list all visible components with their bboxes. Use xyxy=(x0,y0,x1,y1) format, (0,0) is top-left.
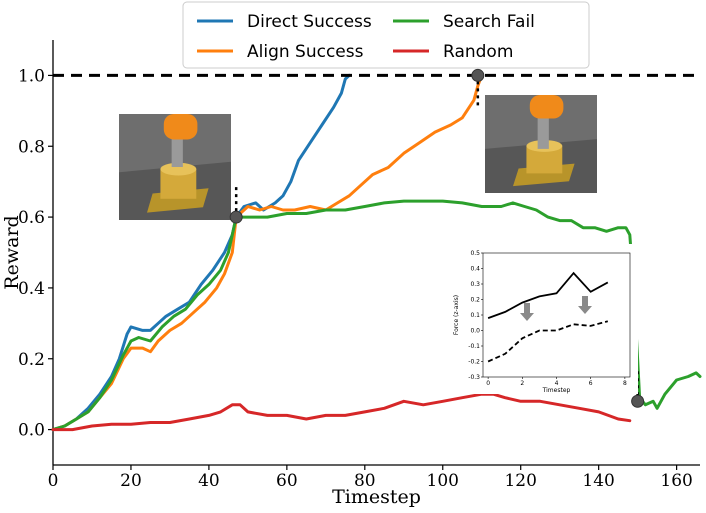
x-tick-label: 140 xyxy=(582,471,614,491)
axes: 0 20 40 60 80 100 120 140 1600.00.20.40.60.81.0T… xyxy=(1,40,700,508)
legend-label-search-fail: Search Fail xyxy=(443,12,535,32)
inset-x-tick-label: 6 xyxy=(589,380,593,387)
x-tick-label: 0 xyxy=(48,471,59,491)
inset-y-tick-label: 0.5 xyxy=(470,250,480,257)
y-tick-label: 1.0 xyxy=(18,66,45,86)
snapshot-aligned xyxy=(485,95,597,193)
inset-y-tick-label: 0.0 xyxy=(470,328,480,335)
inset-arrow-left xyxy=(520,303,534,321)
x-tick-label: 160 xyxy=(660,471,692,491)
inset-arrow-right xyxy=(578,296,592,314)
inset-x-tick-label: 8 xyxy=(623,380,627,387)
inset-y-tick-label: 0.3 xyxy=(470,281,480,288)
annotations xyxy=(53,68,700,408)
x-tick-label: 20 xyxy=(120,471,142,491)
inset-y-tick-label: 0.1 xyxy=(470,312,480,319)
x-axis-title: Timestep xyxy=(332,486,421,508)
inset-y-title: Force (z-axis) xyxy=(453,295,460,335)
inset-x-title: Timestep xyxy=(542,387,571,394)
event-marker xyxy=(471,68,485,82)
legend: Direct Success Align Success Search Fail Ra… xyxy=(182,1,590,69)
x-tick-label: 60 xyxy=(276,471,298,491)
x-tick-label: 80 xyxy=(354,471,376,491)
y-tick-label: 0.4 xyxy=(18,279,45,299)
snapshot-gripper xyxy=(529,95,564,119)
y-axis-title: Reward xyxy=(1,215,23,289)
inset-background xyxy=(448,244,638,394)
inset-y-tick-label: 0.2 xyxy=(470,297,480,304)
x-tick-label: 40 xyxy=(198,471,220,491)
force-inset: -0.3 -0.2 -0.1 0.0 0.1 0.2 0.3 0.4 0.5 0 2 4 6 8 Times… xyxy=(448,244,638,394)
legend-box xyxy=(182,1,590,69)
inset-y-tick-label: 0.4 xyxy=(470,266,480,273)
robot-snapshots xyxy=(119,95,597,220)
x-tick-label: 120 xyxy=(504,471,536,491)
snapshot-peg xyxy=(171,133,183,167)
snapshot-contact xyxy=(119,114,231,220)
series-line-align-success xyxy=(51,73,484,432)
event-marker xyxy=(631,394,645,408)
y-tick-label: 0.6 xyxy=(18,208,45,228)
legend-label-align-success: Align Success xyxy=(247,42,364,62)
series-line-random xyxy=(51,392,632,432)
legend-label-direct-success: Direct Success xyxy=(247,12,372,32)
y-tick-label: 0.0 xyxy=(18,421,45,441)
inset-x-tick-label: 4 xyxy=(555,380,559,387)
legend-label-random: Random xyxy=(443,42,513,62)
inset-x-tick-label: 0 xyxy=(486,380,490,387)
y-tick-label: 0.8 xyxy=(18,137,45,157)
inset-line-solid xyxy=(487,271,609,319)
x-tick-label: 100 xyxy=(427,471,459,491)
series-line-direct-success xyxy=(51,73,351,432)
inset-y-tick-label: -0.2 xyxy=(468,359,480,366)
event-marker xyxy=(229,210,243,224)
inset-x-tick-label: 2 xyxy=(520,380,524,387)
snapshot-peg xyxy=(537,112,549,149)
snapshot-gripper xyxy=(163,114,198,140)
snapshot-hole xyxy=(160,162,197,176)
inset-y-tick-label: -0.3 xyxy=(468,374,480,381)
inset-y-tick-label: -0.1 xyxy=(468,343,480,350)
y-tick-label: 0.2 xyxy=(18,350,45,370)
